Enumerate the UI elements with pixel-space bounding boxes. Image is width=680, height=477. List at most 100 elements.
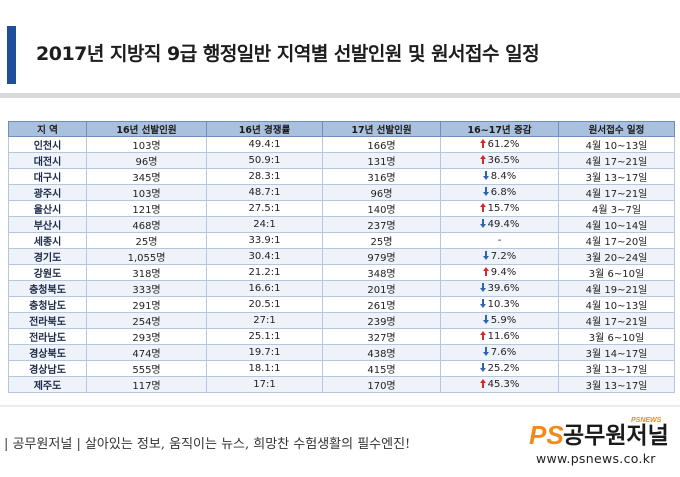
schedule-cell: 4월 17~21일 (558, 184, 675, 201)
table-body: 인천시 103명 49.4:1 166명 61.2% 4월 10~13일 대전시 96명 50.… (8, 136, 675, 393)
region-cell: 울산시 (8, 200, 87, 217)
arrow-up-icon (479, 331, 486, 340)
hires-2016-cell: 333명 (86, 280, 207, 297)
change-value: 15.7% (487, 203, 520, 214)
hires-2017-cell: 140명 (322, 200, 441, 217)
arrow-down-icon (482, 347, 489, 356)
arrow-up-icon (482, 267, 489, 276)
change-cell: 7.6% (440, 344, 559, 361)
arrow-down-icon (482, 315, 489, 324)
logo-psnews-small: PSNEWS (631, 417, 662, 424)
ratio-2016-cell: 27:1 (206, 312, 323, 329)
hires-2016-cell: 345명 (86, 168, 207, 185)
ratio-2016-cell: 24:1 (206, 216, 323, 233)
change-value: - (497, 235, 502, 246)
table-row: 울산시 121명 27.5:1 140명 15.7% 4월 3~7일 (8, 200, 675, 217)
hires-2017-cell: 261명 (322, 296, 441, 313)
region-cell: 대전시 (8, 152, 87, 169)
change-cell: 11.6% (440, 328, 559, 345)
table-row: 충청남도 291명 20.5:1 261명 10.3% 4월 10~13일 (8, 296, 675, 313)
region-cell: 부산시 (8, 216, 87, 233)
table-row: 경상북도 474명 19.7:1 438명 7.6% 3월 14~17일 (8, 344, 675, 361)
arrow-down-icon (482, 187, 489, 196)
ratio-2016-cell: 48.7:1 (206, 184, 323, 201)
change-cell: 10.3% (440, 296, 559, 313)
ratio-2016-cell: 30.4:1 (206, 248, 323, 265)
ratio-2016-cell: 21.2:1 (206, 264, 323, 281)
table-row: 전라북도 254명 27:1 239명 5.9% 4월 17~21일 (8, 312, 675, 329)
table-row: 인천시 103명 49.4:1 166명 61.2% 4월 10~13일 (8, 136, 675, 153)
schedule-cell: 3월 13~17일 (558, 360, 675, 377)
schedule-cell: 4월 17~21일 (558, 312, 675, 329)
ratio-2016-cell: 18.1:1 (206, 360, 323, 377)
hires-2017-cell: 438명 (322, 344, 441, 361)
site-url[interactable]: www.psnews.co.kr (536, 451, 656, 466)
title-divider (0, 93, 680, 98)
change-value: 8.4% (490, 171, 517, 182)
change-value: 49.4% (487, 219, 520, 230)
footer-divider (0, 405, 680, 407)
arrow-up-icon (479, 379, 486, 388)
schedule-cell: 4월 10~14일 (558, 216, 675, 233)
region-cell: 광주시 (8, 184, 87, 201)
table-header-row: 지 역 16년 선발인원 16년 경쟁률 17년 선발인원 16~17년 증감 … (8, 121, 675, 137)
ratio-2016-cell: 27.5:1 (206, 200, 323, 217)
arrow-down-icon (482, 171, 489, 180)
region-cell: 충청북도 (8, 280, 87, 297)
schedule-cell: 4월 10~13일 (558, 296, 675, 313)
schedule-cell: 3월 13~17일 (558, 168, 675, 185)
hires-2017-cell: 96명 (322, 184, 441, 201)
change-cell: 36.5% (440, 152, 559, 169)
arrow-down-icon (479, 299, 486, 308)
arrow-down-icon (479, 219, 486, 228)
hires-2016-cell: 291명 (86, 296, 207, 313)
change-value: 7.6% (490, 347, 517, 358)
change-cell: 49.4% (440, 216, 559, 233)
hires-2017-cell: 979명 (322, 248, 441, 265)
page-title: 2017년 지방직 9급 행정일반 지역별 선발인원 및 원서접수 일정 (36, 43, 540, 65)
table-row: 광주시 103명 48.7:1 96명 6.8% 4월 17~21일 (8, 184, 675, 201)
ratio-2016-cell: 20.5:1 (206, 296, 323, 313)
hires-2017-cell: 131명 (322, 152, 441, 169)
hires-2016-cell: 254명 (86, 312, 207, 329)
table-row: 경기도 1,055명 30.4:1 979명 7.2% 3월 20~24일 (8, 248, 675, 265)
column-header-ratio-2016: 16년 경쟁률 (206, 121, 323, 137)
arrow-down-icon (479, 283, 486, 292)
schedule-cell: 4월 19~21일 (558, 280, 675, 297)
hires-2016-cell: 468명 (86, 216, 207, 233)
change-cell: 8.4% (440, 168, 559, 185)
psnews-logo: PS 공무원저널 PSNEWS (529, 417, 669, 450)
schedule-cell: 4월 17~21일 (558, 152, 675, 169)
schedule-cell: 3월 14~17일 (558, 344, 675, 361)
hires-2016-cell: 318명 (86, 264, 207, 281)
change-cell: 39.6% (440, 280, 559, 297)
schedule-cell: 4월 3~7일 (558, 200, 675, 217)
change-cell: - (440, 232, 559, 249)
change-cell: 9.4% (440, 264, 559, 281)
table-row: 충청북도 333명 16.6:1 201명 39.6% 4월 19~21일 (8, 280, 675, 297)
ratio-2016-cell: 16.6:1 (206, 280, 323, 297)
hires-2017-cell: 316명 (322, 168, 441, 185)
hires-2016-cell: 121명 (86, 200, 207, 217)
logo-ps-mark: PS (529, 420, 564, 450)
table-row: 대전시 96명 50.9:1 131명 36.5% 4월 17~21일 (8, 152, 675, 169)
column-header-schedule: 원서접수 일정 (558, 121, 675, 137)
change-cell: 15.7% (440, 200, 559, 217)
region-cell: 제주도 (8, 376, 87, 393)
logo-wordmark: 공무원저널 (563, 423, 669, 449)
table-row: 부산시 468명 24:1 237명 49.4% 4월 10~14일 (8, 216, 675, 233)
column-header-hires-2017: 17년 선발인원 (322, 121, 441, 137)
table-row: 전라남도 293명 25.1:1 327명 11.6% 3월 6~10일 (8, 328, 675, 345)
change-cell: 7.2% (440, 248, 559, 265)
region-cell: 세종시 (8, 232, 87, 249)
ratio-2016-cell: 28.3:1 (206, 168, 323, 185)
ratio-2016-cell: 19.7:1 (206, 344, 323, 361)
change-value: 5.9% (490, 315, 517, 326)
region-cell: 경기도 (8, 248, 87, 265)
table-row: 경상남도 555명 18.1:1 415명 25.2% 3월 13~17일 (8, 360, 675, 377)
hires-2017-cell: 25명 (322, 232, 441, 249)
region-cell: 경상남도 (8, 360, 87, 377)
change-value: 10.3% (487, 299, 520, 310)
ratio-2016-cell: 33.9:1 (206, 232, 323, 249)
hires-2016-cell: 117명 (86, 376, 207, 393)
